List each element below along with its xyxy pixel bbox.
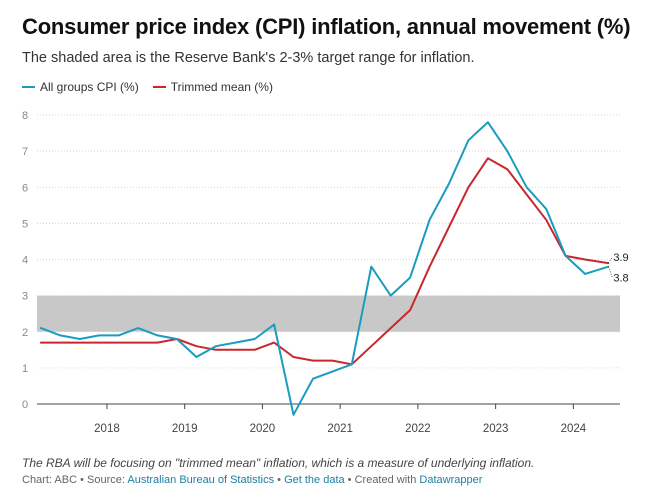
footer-separator: • — [344, 474, 355, 486]
chart-note: The RBA will be focusing on "trimmed mea… — [22, 456, 535, 470]
footer-separator: • — [77, 474, 87, 486]
x-tick-label: 2024 — [561, 423, 587, 435]
y-tick-label: 5 — [22, 218, 28, 230]
target-range-band — [37, 295, 620, 332]
y-tick-label: 7 — [22, 146, 28, 158]
legend-item-cpi: All groups CPI (%) — [22, 80, 139, 94]
y-tick-label: 4 — [22, 255, 28, 267]
x-tick-label: 2023 — [483, 423, 509, 435]
x-tick-label: 2019 — [172, 423, 198, 435]
x-tick-label: 2018 — [94, 423, 120, 435]
series-line-trimmed-mean — [39, 157, 610, 366]
get-the-data-link[interactable]: Get the data — [284, 474, 345, 486]
y-tick-label: 1 — [22, 363, 28, 375]
chart-title: Consumer price index (CPI) inflation, an… — [22, 14, 631, 39]
legend-swatch-cpi — [22, 86, 35, 88]
series-line-cpi — [39, 121, 610, 416]
datawrapper-link[interactable]: Datawrapper — [419, 474, 483, 486]
end-value-label: 3.8 — [613, 273, 628, 285]
y-tick-label: 2 — [22, 327, 28, 339]
footer-separator: • — [274, 474, 285, 486]
footer-created-with: Created with — [354, 474, 420, 486]
legend: All groups CPI (%) Trimmed mean (%) — [22, 80, 273, 94]
end-value-label: 3.9 — [613, 252, 628, 264]
x-tick-label: 2020 — [250, 423, 276, 435]
chart-subtitle: The shaded area is the Reserve Bank's 2-… — [22, 50, 475, 66]
end-label-leader — [607, 266, 613, 278]
legend-swatch-trimmed-mean — [152, 86, 166, 88]
legend-item-trimmed-mean: Trimmed mean (%) — [152, 80, 273, 94]
y-tick-label: 0 — [22, 399, 28, 411]
legend-label-cpi: All groups CPI (%) — [40, 80, 139, 94]
footer-chart-credit: Chart: ABC — [22, 474, 78, 486]
y-tick-label: 3 — [22, 291, 28, 303]
line-chart: 0 1 2 3 4 5 6 7 8 2018 2019 2020 2021 2022 2023 2024 3.9… — [22, 110, 629, 435]
x-tick-label: 2022 — [405, 423, 431, 435]
source-link[interactable]: Australian Bureau of Statistics — [127, 474, 275, 486]
footer-source-prefix: Source: — [87, 474, 128, 486]
y-tick-label: 8 — [22, 110, 28, 122]
x-tick-label: 2021 — [327, 423, 353, 435]
y-tick-label: 6 — [22, 182, 28, 194]
chart-footer: Chart: ABC • Source: Australian Bureau o… — [22, 474, 482, 486]
legend-label-trimmed-mean: Trimmed mean (%) — [170, 80, 273, 94]
